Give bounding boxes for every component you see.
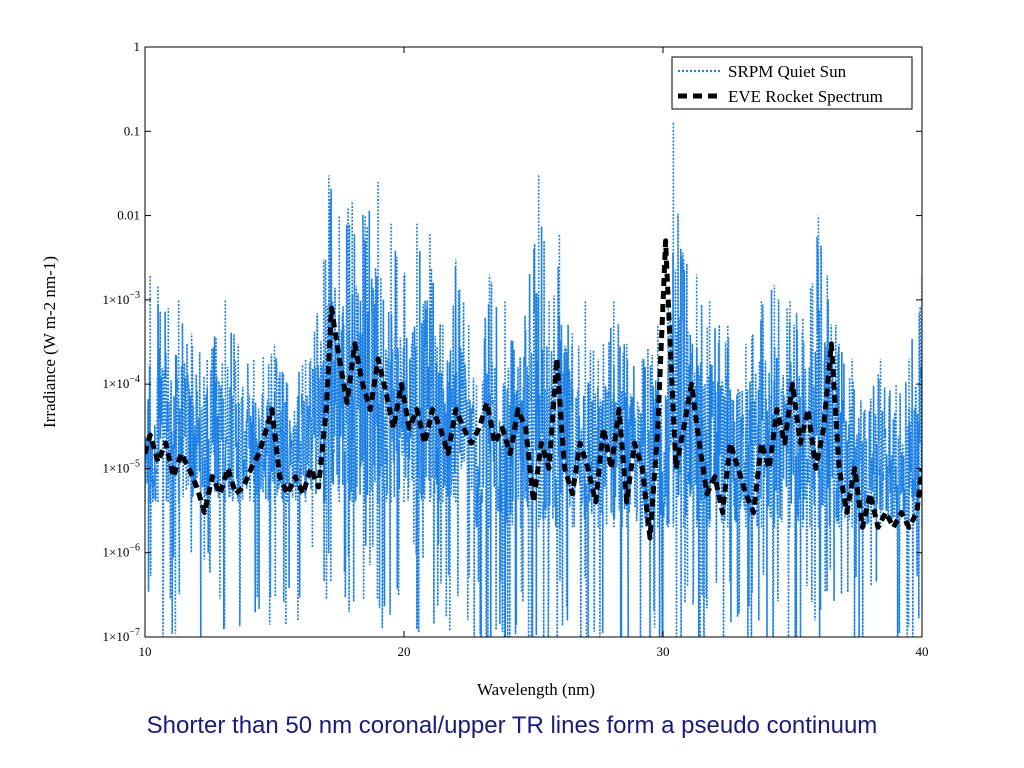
x-tick-label: 30 bbox=[657, 644, 670, 659]
x-axis-title: Wavelength (nm) bbox=[477, 680, 595, 699]
y-tick-label: 1×10−5 bbox=[103, 458, 140, 475]
chart: 10 20 30 40 1 0.1 0.01 1×10−3 1×10−4 1×10−5 1×10−6… bbox=[0, 0, 1024, 710]
y-tick-label: 1 bbox=[134, 39, 141, 54]
series-srpm-quiet-sun bbox=[145, 122, 922, 637]
x-tick-label: 20 bbox=[398, 644, 411, 659]
slide-caption: Shorter than 50 nm coronal/upper TR line… bbox=[0, 712, 1024, 740]
x-tick-label: 40 bbox=[916, 644, 929, 659]
plot-area bbox=[145, 122, 922, 637]
y-tick-label: 1×10−6 bbox=[103, 543, 140, 560]
y-tick-label: 1×10−3 bbox=[103, 290, 140, 307]
plot-frame bbox=[145, 47, 922, 637]
legend-label: SRPM Quiet Sun bbox=[728, 62, 847, 81]
y-tick-label: 1×10−4 bbox=[103, 374, 140, 391]
legend-label: EVE Rocket Spectrum bbox=[728, 87, 883, 106]
legend: SRPM Quiet Sun EVE Rocket Spectrum bbox=[672, 57, 912, 109]
y-axis-title: Irradiance (W m-2 nm-1) bbox=[40, 256, 59, 428]
y-tick-label: 0.01 bbox=[117, 208, 140, 223]
y-tick-label: 0.1 bbox=[124, 123, 140, 138]
y-tick-label: 1×10−7 bbox=[103, 627, 140, 644]
x-tick-label: 10 bbox=[139, 644, 152, 659]
